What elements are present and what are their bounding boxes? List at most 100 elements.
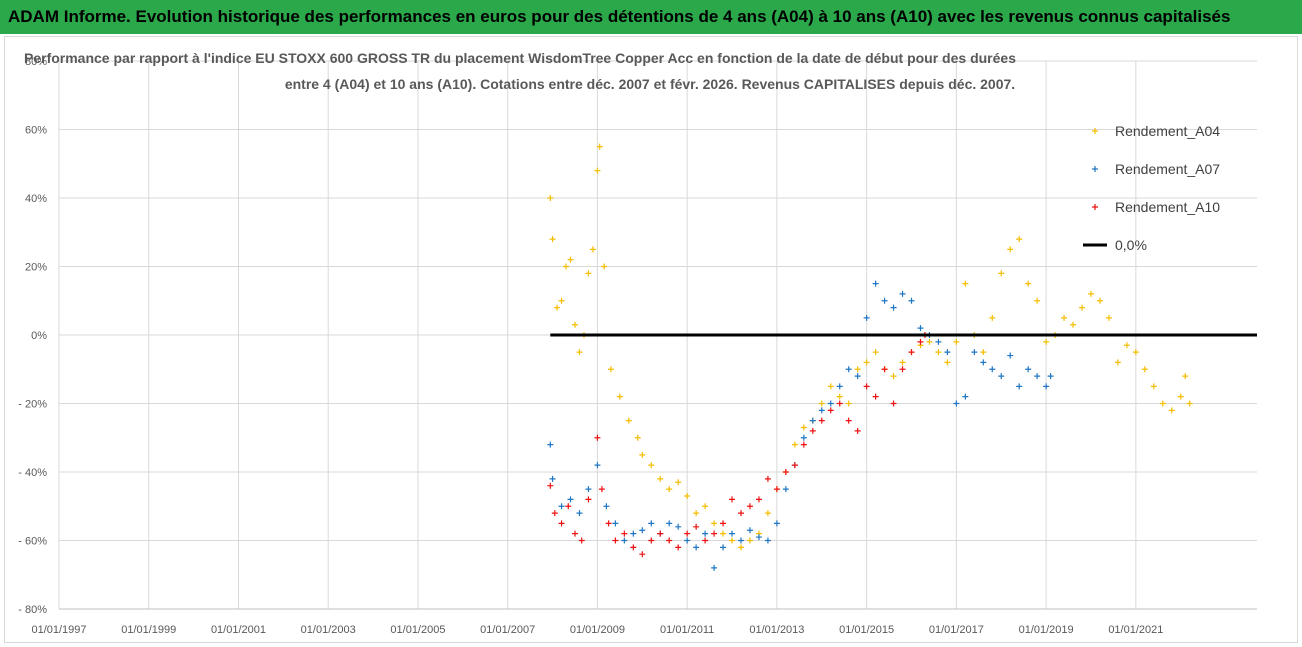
data-point: [648, 520, 655, 527]
data-point: [1043, 383, 1050, 390]
data-point: [917, 338, 924, 345]
data-point: [634, 434, 641, 441]
data-point: [738, 510, 745, 517]
data-point: [693, 544, 700, 551]
data-point: [589, 246, 596, 253]
legend-entry: 0,0%: [1083, 237, 1147, 253]
data-point: [630, 544, 637, 551]
data-point: [953, 338, 960, 345]
data-point: [872, 280, 879, 287]
data-point: [809, 427, 816, 434]
data-point: [578, 537, 585, 544]
y-tick-label: 40%: [25, 193, 47, 205]
data-point: [607, 366, 614, 373]
data-point: [854, 366, 861, 373]
data-point: [890, 304, 897, 311]
data-point: [558, 297, 565, 304]
data-point: [576, 349, 583, 356]
data-point: [1168, 407, 1175, 414]
data-point: [554, 304, 561, 311]
data-point: [702, 530, 709, 537]
y-tick-label: 80%: [25, 56, 47, 68]
legend-marker-swatch: [1092, 166, 1098, 172]
data-point: [899, 290, 906, 297]
x-tick-label: 01/01/2017: [929, 624, 984, 636]
data-point: [782, 486, 789, 493]
legend-label: 0,0%: [1115, 237, 1147, 253]
data-point: [746, 527, 753, 534]
data-point: [800, 441, 807, 448]
x-tick-label: 01/01/2005: [390, 624, 445, 636]
data-point: [998, 270, 1005, 277]
data-point: [594, 462, 601, 469]
data-point: [746, 503, 753, 510]
data-point: [738, 544, 745, 551]
data-point: [818, 417, 825, 424]
data-point: [1159, 400, 1166, 407]
data-point: [899, 366, 906, 373]
data-point: [612, 537, 619, 544]
data-point: [827, 407, 834, 414]
data-point: [1087, 290, 1094, 297]
data-point: [764, 475, 771, 482]
data-point: [621, 537, 628, 544]
data-point: [648, 537, 655, 544]
data-point: [845, 417, 852, 424]
data-point: [845, 400, 852, 407]
data-point: [551, 510, 558, 517]
data-point: [926, 338, 933, 345]
data-point: [1182, 373, 1189, 380]
data-point: [720, 544, 727, 551]
data-point: [571, 321, 578, 328]
legend-entry: Rendement_A10: [1092, 199, 1220, 215]
data-point: [827, 383, 834, 390]
data-point: [666, 520, 673, 527]
x-tick-label: 01/01/2011: [660, 624, 714, 636]
data-point: [791, 462, 798, 469]
data-point: [962, 393, 969, 400]
data-point: [1016, 383, 1023, 390]
data-point: [935, 338, 942, 345]
data-point: [755, 496, 762, 503]
data-point: [854, 427, 861, 434]
data-point: [571, 530, 578, 537]
data-point: [782, 469, 789, 475]
data-point: [547, 195, 554, 201]
data-point: [684, 537, 691, 544]
data-point: [998, 373, 1005, 380]
data-point: [980, 349, 987, 356]
x-tick-label: 01/01/2003: [301, 624, 356, 636]
data-point: [1186, 400, 1193, 407]
legend-label: Rendement_A07: [1115, 161, 1220, 177]
data-point: [746, 537, 753, 544]
data-point: [621, 530, 628, 537]
y-tick-label: 60%: [25, 125, 47, 137]
data-point: [729, 537, 736, 544]
data-point: [818, 400, 825, 407]
data-point: [1034, 373, 1041, 380]
data-point: [944, 349, 951, 356]
data-point: [666, 486, 673, 493]
data-point: [565, 503, 572, 510]
data-point: [908, 349, 915, 356]
data-point: [863, 314, 870, 321]
data-point: [738, 537, 745, 544]
data-point: [962, 280, 969, 287]
data-point: [845, 366, 852, 373]
data-point: [1105, 314, 1112, 321]
data-point: [989, 314, 996, 321]
data-point: [720, 520, 727, 527]
data-point: [1177, 393, 1184, 400]
series-Rendement_A04: [547, 143, 1193, 551]
data-point: [630, 530, 637, 537]
data-point: [567, 496, 574, 503]
data-point: [603, 503, 610, 510]
data-point: [773, 486, 780, 493]
data-point: [594, 434, 601, 441]
chart-area: 80% 60% 40% 20% 0% - 20% - 40% - 60% - 80% 01/01/…: [4, 36, 1298, 643]
data-point: [854, 373, 861, 380]
data-point: [702, 503, 709, 510]
data-point: [764, 537, 771, 544]
data-point: [675, 544, 682, 551]
